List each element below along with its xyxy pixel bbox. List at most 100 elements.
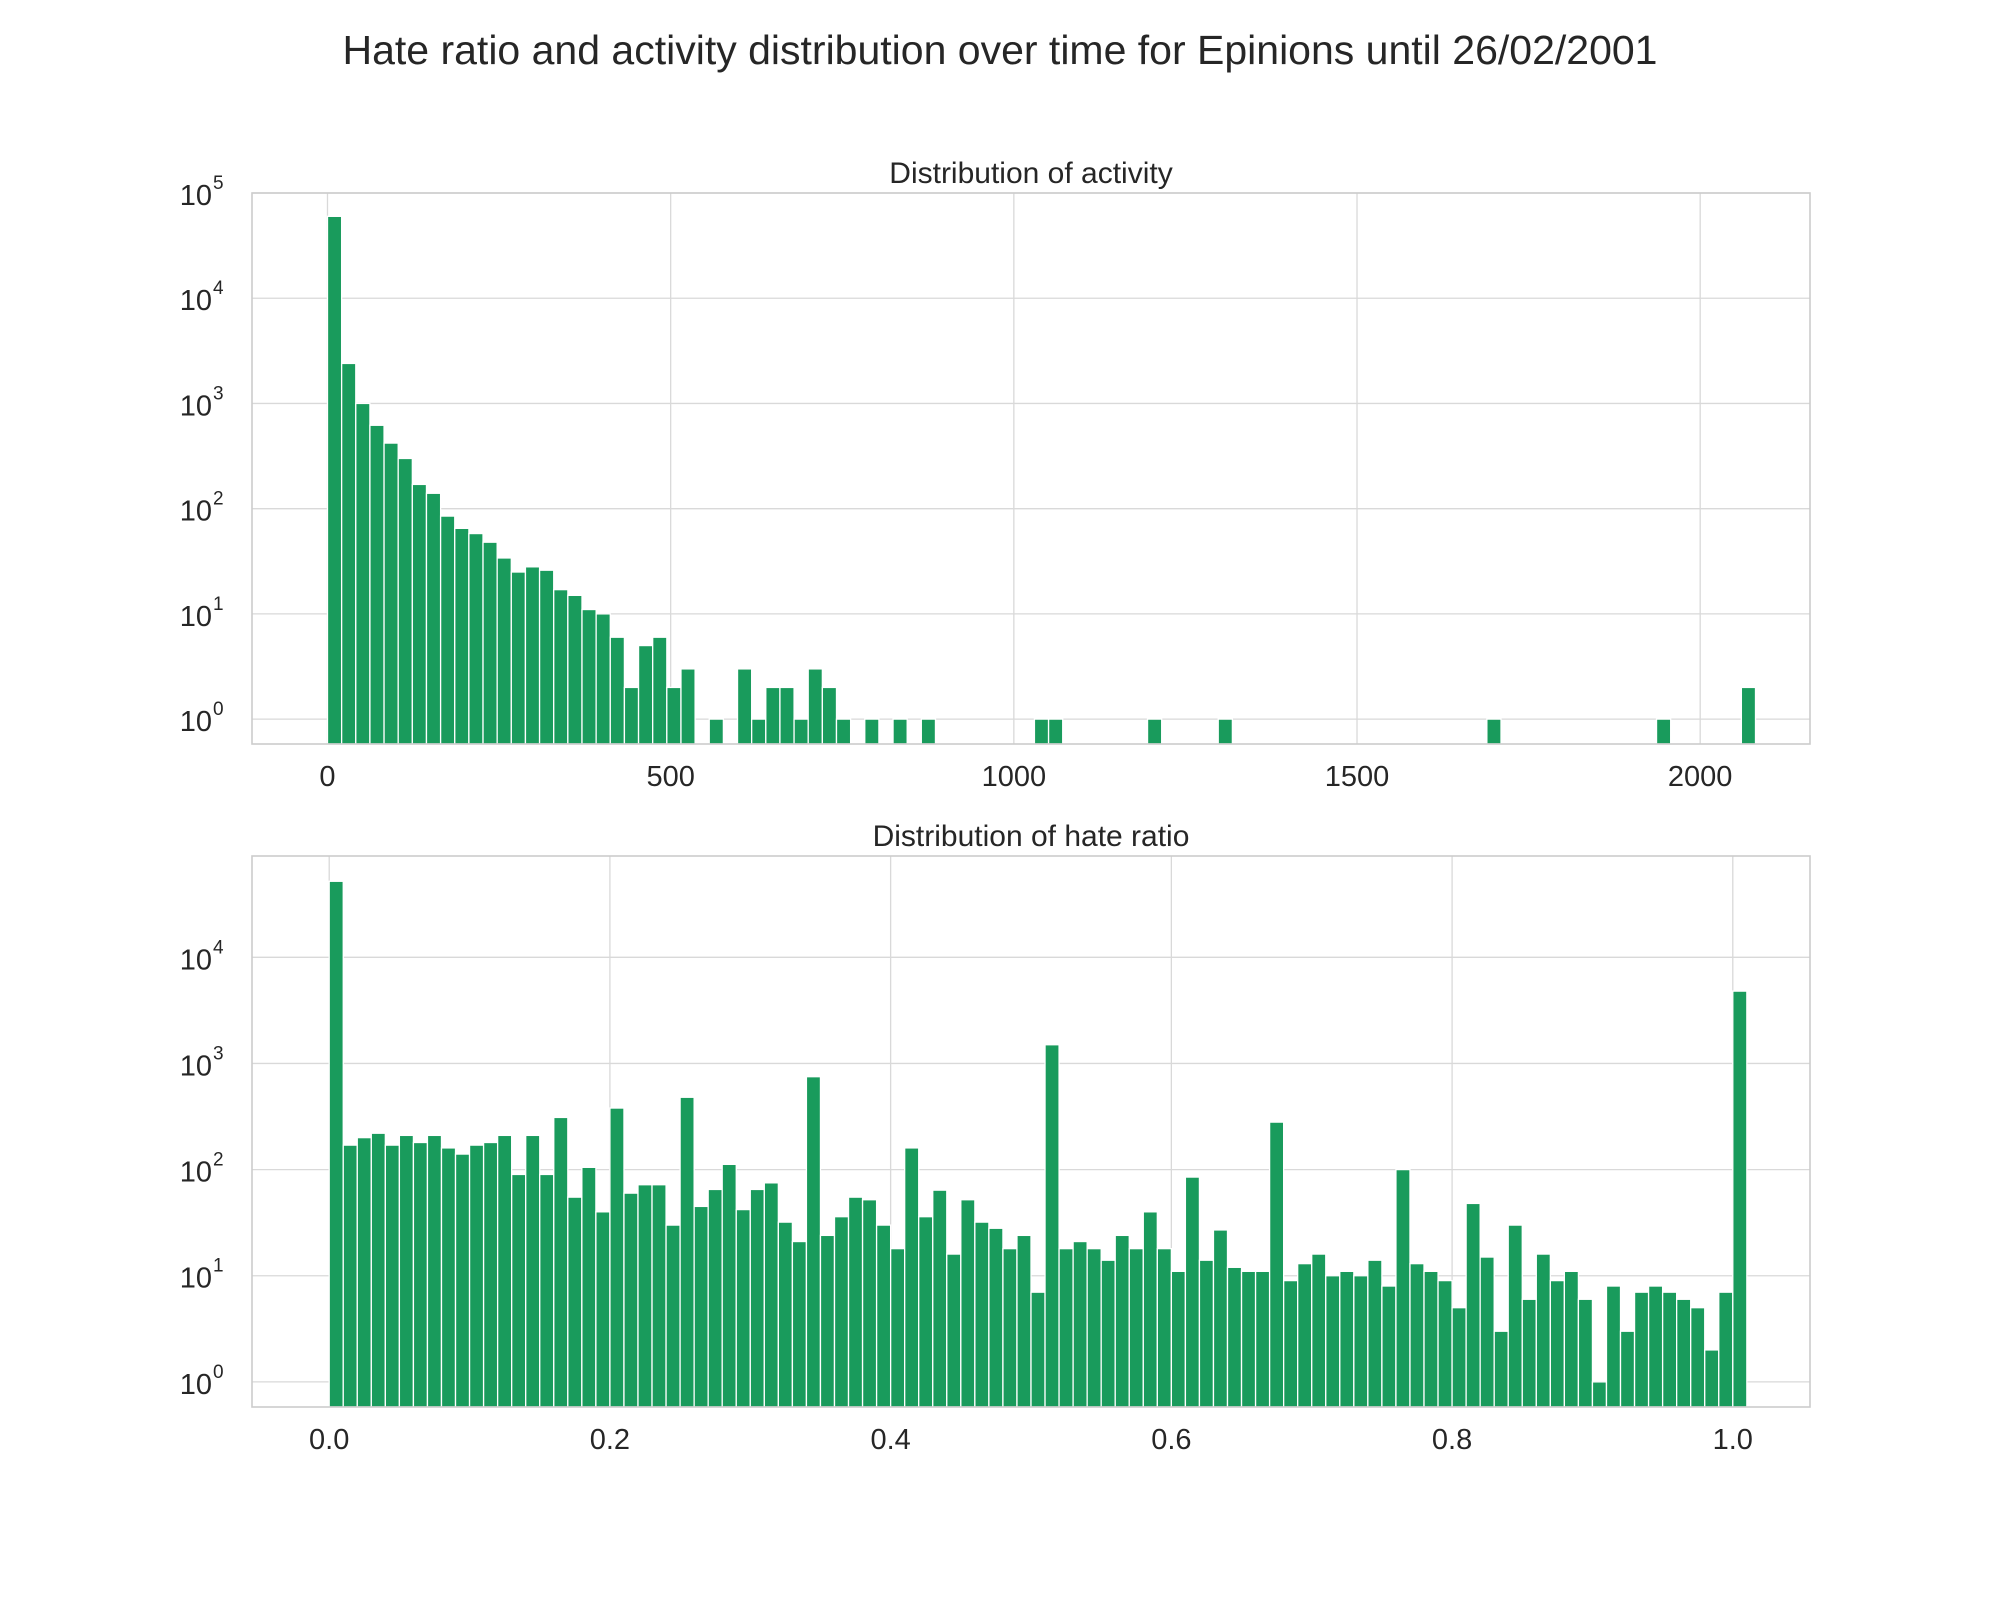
activity-bar xyxy=(425,492,442,745)
hate-ratio-bar xyxy=(1619,1330,1636,1408)
activity-bar xyxy=(553,588,569,745)
hate-ratio-bar xyxy=(1268,1121,1285,1408)
activity-bar xyxy=(1033,718,1050,745)
hate-ratio-bar xyxy=(1549,1279,1566,1408)
hate-ratio-bar xyxy=(1254,1270,1271,1408)
hate-ratio-bar xyxy=(1577,1298,1594,1408)
hate-ratio-bar xyxy=(511,1173,527,1408)
hate-ratio-bar xyxy=(1016,1234,1032,1408)
hate-ratio-bar xyxy=(1661,1291,1678,1408)
hate-ratio-bar xyxy=(1184,1176,1201,1408)
hate-ratio-bar xyxy=(1058,1247,1074,1408)
hate-ratio-y-tick-exponent: 3 xyxy=(213,1043,224,1064)
hate-ratio-x-tick-label: 0.0 xyxy=(309,1424,349,1456)
hate-ratio-bar xyxy=(595,1211,611,1408)
activity-bar xyxy=(454,527,470,745)
hate-ratio-bar xyxy=(819,1234,836,1408)
hate-ratio-bar xyxy=(1353,1275,1369,1408)
hate-ratio-x-tick-label: 1.0 xyxy=(1713,1424,1753,1456)
page-title: Hate ratio and activity distribution ove… xyxy=(342,27,1658,73)
activity-bar xyxy=(623,686,640,745)
hate-ratio-y-tick-label: 10 xyxy=(180,1369,212,1401)
hate-ratio-bar xyxy=(426,1134,443,1408)
hate-ratio-bar xyxy=(1311,1253,1327,1408)
hate-ratio-subplot-title: Distribution of hate ratio xyxy=(873,820,1190,853)
activity-bar xyxy=(567,594,583,745)
hate-ratio-bar xyxy=(763,1182,780,1408)
activity-bar xyxy=(779,686,795,745)
hate-ratio-bar xyxy=(1198,1259,1215,1408)
hate-ratio-bar xyxy=(735,1208,751,1408)
activity-bar xyxy=(439,515,456,745)
hate-ratio-bar xyxy=(988,1227,1004,1408)
activity-bar xyxy=(369,424,385,745)
hate-ratio-bar xyxy=(1732,990,1748,1408)
hate-ratio-bar xyxy=(412,1141,429,1408)
activity-x-tick-label: 0 xyxy=(319,761,335,793)
hate-ratio-bar xyxy=(777,1221,794,1408)
activity-bar xyxy=(637,644,654,745)
hate-ratio-bar xyxy=(581,1166,597,1408)
hate-ratio-bar xyxy=(454,1153,471,1408)
hate-ratio-bar xyxy=(342,1144,358,1408)
activity-y-tick-label: 10 xyxy=(180,496,212,528)
hate-ratio-bar xyxy=(721,1163,737,1408)
activity-y-tick-label: 10 xyxy=(180,390,212,422)
activity-bar xyxy=(326,215,343,745)
hate-ratio-bar xyxy=(1226,1266,1243,1408)
hate-ratio-x-tick-label: 0.6 xyxy=(1151,1424,1191,1456)
hate-ratio-y-tick-label: 10 xyxy=(180,1263,212,1295)
hate-ratio-x-tick-label: 0.4 xyxy=(870,1424,910,1456)
hate-ratio-bar xyxy=(496,1134,513,1408)
hate-ratio-bar xyxy=(904,1147,920,1408)
hate-ratio-bar xyxy=(1325,1275,1341,1408)
hate-ratio-bar xyxy=(889,1247,906,1408)
hate-ratio-y-tick-label: 10 xyxy=(180,1157,212,1189)
hate-ratio-bar xyxy=(1423,1270,1439,1408)
activity-bar xyxy=(1217,718,1234,745)
hate-ratio-bar xyxy=(440,1147,457,1408)
hate-ratio-bar xyxy=(1479,1256,1495,1408)
hate-ratio-y-tick-label: 10 xyxy=(180,1050,212,1082)
hate-ratio-bar xyxy=(1339,1270,1355,1408)
hate-ratio-bar xyxy=(609,1107,625,1408)
activity-y-tick-exponent: 4 xyxy=(213,278,224,299)
activity-bar xyxy=(765,686,781,745)
activity-bar xyxy=(1655,718,1672,745)
hate-ratio-y-tick-exponent: 1 xyxy=(213,1256,224,1277)
hate-ratio-y-tick-exponent: 2 xyxy=(213,1150,224,1171)
activity-bar xyxy=(355,402,371,745)
hate-ratio-bar xyxy=(1591,1381,1608,1408)
activity-bar xyxy=(1146,718,1163,745)
activity-bar xyxy=(496,557,512,745)
hate-ratio-bar xyxy=(1690,1307,1706,1408)
hate-ratio-bar xyxy=(623,1192,639,1408)
activity-y-tick-exponent: 5 xyxy=(213,173,224,194)
hate-ratio-bar xyxy=(1297,1262,1313,1408)
activity-bar xyxy=(666,686,682,745)
activity-bar xyxy=(1740,686,1757,745)
hate-ratio-bar xyxy=(1170,1270,1187,1408)
activity-bar xyxy=(821,686,838,745)
activity-histogram-panel: Distribution of activity 0 500 1000 1500 2000… xyxy=(180,157,1811,793)
activity-bar xyxy=(736,668,753,745)
activity-x-tick-label: 2000 xyxy=(1668,761,1733,793)
activity-bar xyxy=(468,532,484,745)
activity-bar xyxy=(397,457,413,745)
activity-y-tick-exponent: 3 xyxy=(213,383,224,404)
activity-bar xyxy=(411,483,428,745)
activity-y-tick-exponent: 0 xyxy=(213,699,224,720)
hate-ratio-bar xyxy=(805,1076,822,1408)
hate-ratio-bar xyxy=(1633,1291,1650,1408)
hate-ratio-bar xyxy=(1212,1229,1229,1408)
hate-ratio-bar xyxy=(875,1224,892,1408)
hate-ratio-bar xyxy=(1718,1291,1734,1408)
hate-ratio-bar xyxy=(468,1144,485,1408)
hate-ratio-bar xyxy=(1381,1285,1397,1408)
hate-ratio-bar xyxy=(833,1216,850,1408)
hate-ratio-bar xyxy=(370,1132,386,1408)
activity-bar xyxy=(383,442,399,745)
hate-ratio-bar xyxy=(1647,1285,1664,1408)
activity-bar xyxy=(538,569,555,745)
